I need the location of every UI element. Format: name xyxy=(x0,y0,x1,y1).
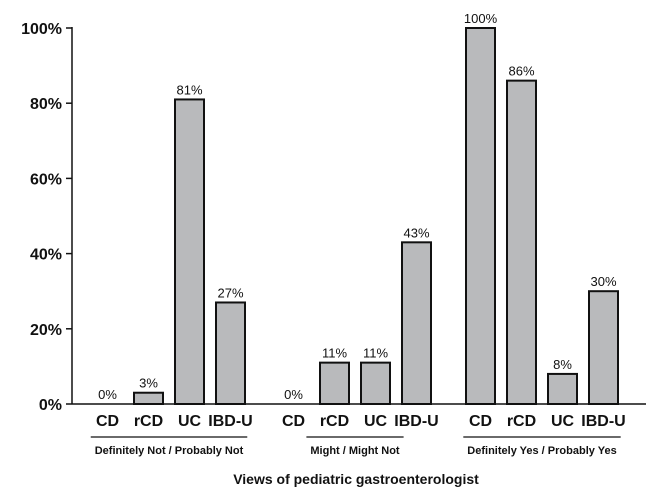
bar xyxy=(360,361,391,406)
bar xyxy=(215,301,246,406)
category-labels: CD rCD UC IBD-U CD rCD UC IBD-U CD rCD UC IBD-U xyxy=(96,413,626,430)
category-label: IBD-U xyxy=(581,413,625,430)
bar xyxy=(133,391,164,406)
data-label: 11% xyxy=(363,346,388,361)
y-tick-label: 0% xyxy=(39,397,62,414)
y-tick-label: 60% xyxy=(30,171,62,188)
bar xyxy=(465,27,496,405)
data-label: 30% xyxy=(590,274,616,289)
data-label: 27% xyxy=(217,285,243,300)
data-label: 43% xyxy=(403,225,429,240)
data-label: 8% xyxy=(553,357,572,372)
bars xyxy=(133,27,619,406)
group-label: Definitely Not / Probably Not xyxy=(95,445,244,457)
category-label: UC xyxy=(364,413,388,430)
category-label: CD xyxy=(96,413,119,430)
category-label: CD xyxy=(282,413,305,430)
bar xyxy=(506,79,537,405)
data-label: 11% xyxy=(322,346,347,361)
y-tick-label: 40% xyxy=(30,247,62,264)
x-axis-title: Views of pediatric gastroenterologist xyxy=(233,471,479,487)
group-labels: Definitely Not / Probably Not Might / Mig… xyxy=(90,436,621,457)
data-label: 100% xyxy=(464,11,498,26)
category-label: IBD-U xyxy=(208,413,252,430)
data-label: 86% xyxy=(508,64,534,79)
category-label: CD xyxy=(469,413,492,430)
bar xyxy=(547,372,578,406)
data-label: 3% xyxy=(139,376,158,391)
category-label: rCD xyxy=(507,413,536,430)
category-label: IBD-U xyxy=(394,413,438,430)
category-label: rCD xyxy=(134,413,163,430)
data-labels: 0% 3% 81% 27% 0% 11% 11% 43% 100% 86% 8% 30% xyxy=(98,11,617,402)
y-tick-label: 80% xyxy=(30,96,62,113)
data-label: 0% xyxy=(98,387,117,402)
y-tick-label: 20% xyxy=(30,322,62,339)
bar xyxy=(174,98,205,405)
data-label: 81% xyxy=(176,82,202,97)
category-label: UC xyxy=(551,413,575,430)
data-label: 0% xyxy=(284,387,303,402)
group-label: Might / Might Not xyxy=(310,445,400,457)
bar xyxy=(588,290,619,406)
y-tick-label: 100% xyxy=(21,21,62,38)
y-axis: 0% 20% 40% 60% 80% 100% xyxy=(21,21,646,414)
category-label: rCD xyxy=(320,413,349,430)
category-label: UC xyxy=(178,413,202,430)
bar xyxy=(319,361,350,406)
bar xyxy=(401,241,432,405)
group-label: Definitely Yes / Probably Yes xyxy=(467,445,616,457)
